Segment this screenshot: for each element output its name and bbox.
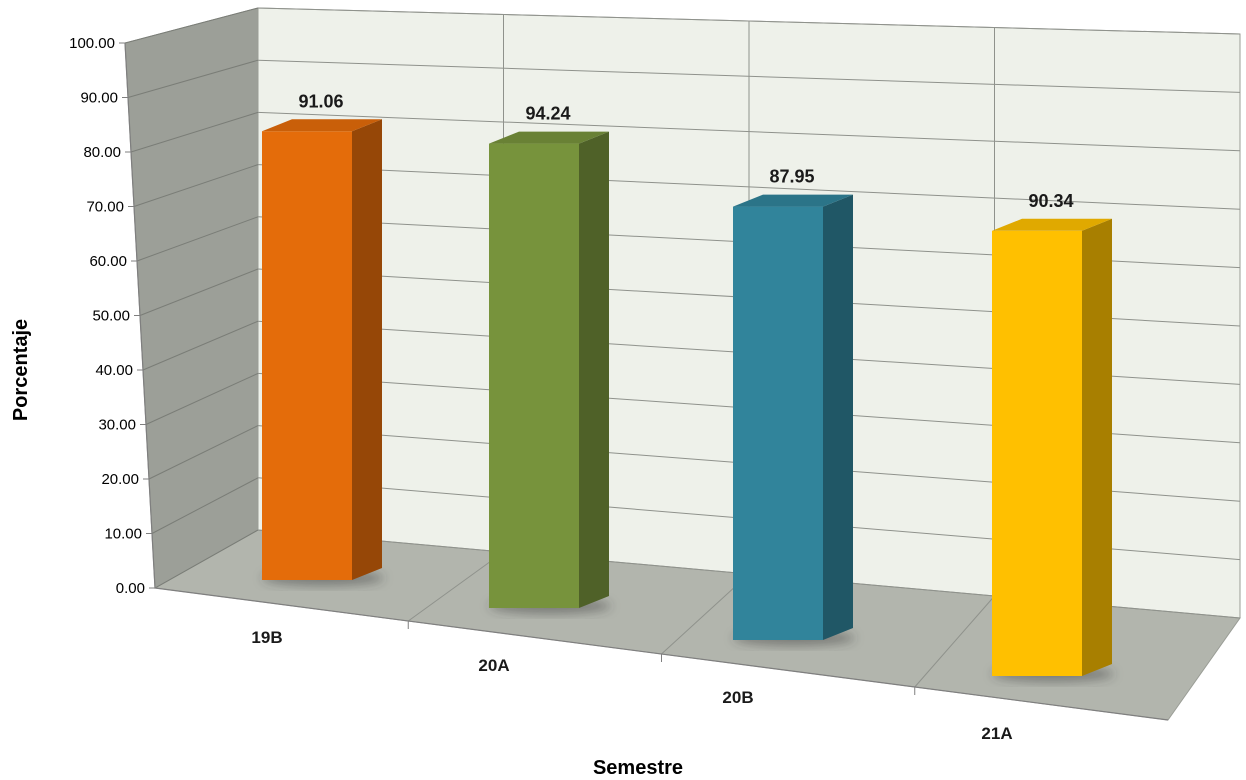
x-tick-label: 20B: [722, 688, 753, 707]
side-gridline: [142, 320, 259, 371]
y-tick-label: 100.00: [69, 35, 115, 52]
y-tick-label: 10.00: [104, 526, 142, 543]
x-tick-label: 20A: [478, 656, 509, 675]
bar-top: [262, 119, 382, 132]
side-gridline: [136, 216, 259, 262]
x-axis-title: Semestre: [593, 757, 683, 779]
side-gridline: [148, 425, 259, 480]
floor-divider: [407, 551, 504, 622]
bar-20B: 87.95: [733, 167, 855, 646]
y-tick-label: 70.00: [86, 199, 124, 216]
bar-side: [1082, 218, 1112, 676]
floor-divider: [914, 595, 995, 688]
bar: [733, 206, 823, 640]
side-gridline: [151, 477, 259, 534]
side-gridline: [154, 529, 259, 589]
y-axis-title: Porcentaje: [10, 319, 32, 421]
bars: 91.06 94.24 87.95 90.34: [262, 91, 1114, 682]
bar-side: [823, 194, 853, 640]
data-label: 90.34: [1028, 191, 1073, 211]
bar-21A: 90.34: [992, 191, 1114, 682]
y-axis-ticks: 0.00 10.00 20.00 30.00 40.00 50.00 60.00 70.00 8…: [69, 35, 155, 597]
y-tick-label: 90.00: [80, 90, 118, 107]
bar: [262, 131, 352, 580]
bar-top: [733, 194, 853, 207]
y-tick-label: 60.00: [89, 253, 127, 270]
side-gridline: [133, 164, 259, 207]
bar-top: [992, 218, 1112, 231]
y-tick-label: 50.00: [92, 308, 130, 325]
side-gridline: [124, 7, 259, 44]
bar: [489, 143, 579, 609]
x-axis-tick-labels: 19B 20A 20B 21A: [251, 621, 1013, 743]
data-label: 94.24: [525, 104, 570, 124]
bar-side: [579, 131, 609, 609]
y-tick-label: 0.00: [116, 580, 145, 597]
side-gridline: [139, 268, 259, 316]
data-label: 91.06: [298, 91, 343, 111]
side-wall: [124, 7, 259, 589]
y-tick-label: 20.00: [101, 471, 139, 488]
side-gridline: [145, 372, 259, 425]
data-label: 87.95: [769, 167, 814, 187]
bar-19B: 91.06: [262, 91, 384, 586]
x-tick-label: 19B: [251, 628, 282, 647]
y-tick-label: 80.00: [83, 144, 121, 161]
bar-side: [352, 119, 382, 580]
bar-top: [489, 131, 609, 144]
side-gridline: [130, 111, 259, 153]
side-gridline: [127, 59, 259, 98]
bar: [992, 230, 1082, 676]
x-tick-label: 21A: [981, 724, 1012, 743]
y-tick-label: 40.00: [95, 362, 133, 379]
bar-20A: 94.24: [489, 104, 611, 614]
y-tick-label: 30.00: [98, 417, 136, 434]
